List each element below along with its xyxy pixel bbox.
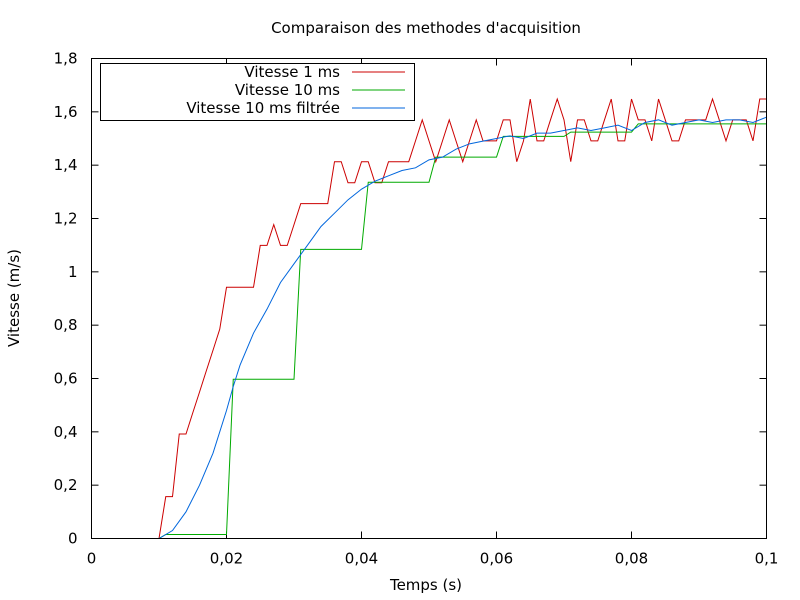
x-tick-label: 0,08	[615, 550, 648, 568]
series-layer	[158, 97, 767, 539]
chart-title: Comparaison des methodes d'acquisition	[271, 19, 581, 37]
y-tick-label: 0	[68, 530, 78, 548]
y-tick-label: 1,4	[54, 156, 78, 174]
y-tick-label: 0,6	[54, 370, 78, 388]
ticks-layer: 0 0,02 0,04 0,06 0,08 0,1 0 0,2 0,4 0,6 0,8 1 1,2 1,4…	[54, 50, 779, 568]
plot-frame	[91, 58, 767, 539]
series-line-1	[158, 97, 767, 539]
legend-label-1: Vitesse 1 ms	[244, 63, 340, 81]
y-tick-label: 1,8	[54, 50, 78, 68]
legend-label-3: Vitesse 10 ms filtrée	[186, 99, 340, 117]
x-tick-label: 0,06	[480, 550, 513, 568]
y-tick-label: 0,4	[54, 423, 78, 441]
x-tick-label: 0	[87, 550, 97, 568]
series-line-3	[158, 116, 767, 539]
y-axis-label: Vitesse (m/s)	[5, 249, 23, 347]
legend-box	[100, 63, 415, 121]
x-tick-label: 0,02	[210, 550, 243, 568]
legend-label-2: Vitesse 10 ms	[235, 81, 340, 99]
y-tick-label: 0,8	[54, 316, 78, 334]
y-tick-label: 1,2	[54, 210, 78, 228]
series-line-2	[158, 123, 767, 539]
y-tick-label: 1,6	[54, 103, 78, 121]
x-tick-label: 0,04	[345, 550, 378, 568]
y-tick-label: 1	[68, 263, 78, 281]
y-tick-label: 0,2	[54, 476, 78, 494]
x-axis-label: Temps (s)	[389, 576, 462, 594]
x-tick-label: 0,1	[755, 550, 779, 568]
